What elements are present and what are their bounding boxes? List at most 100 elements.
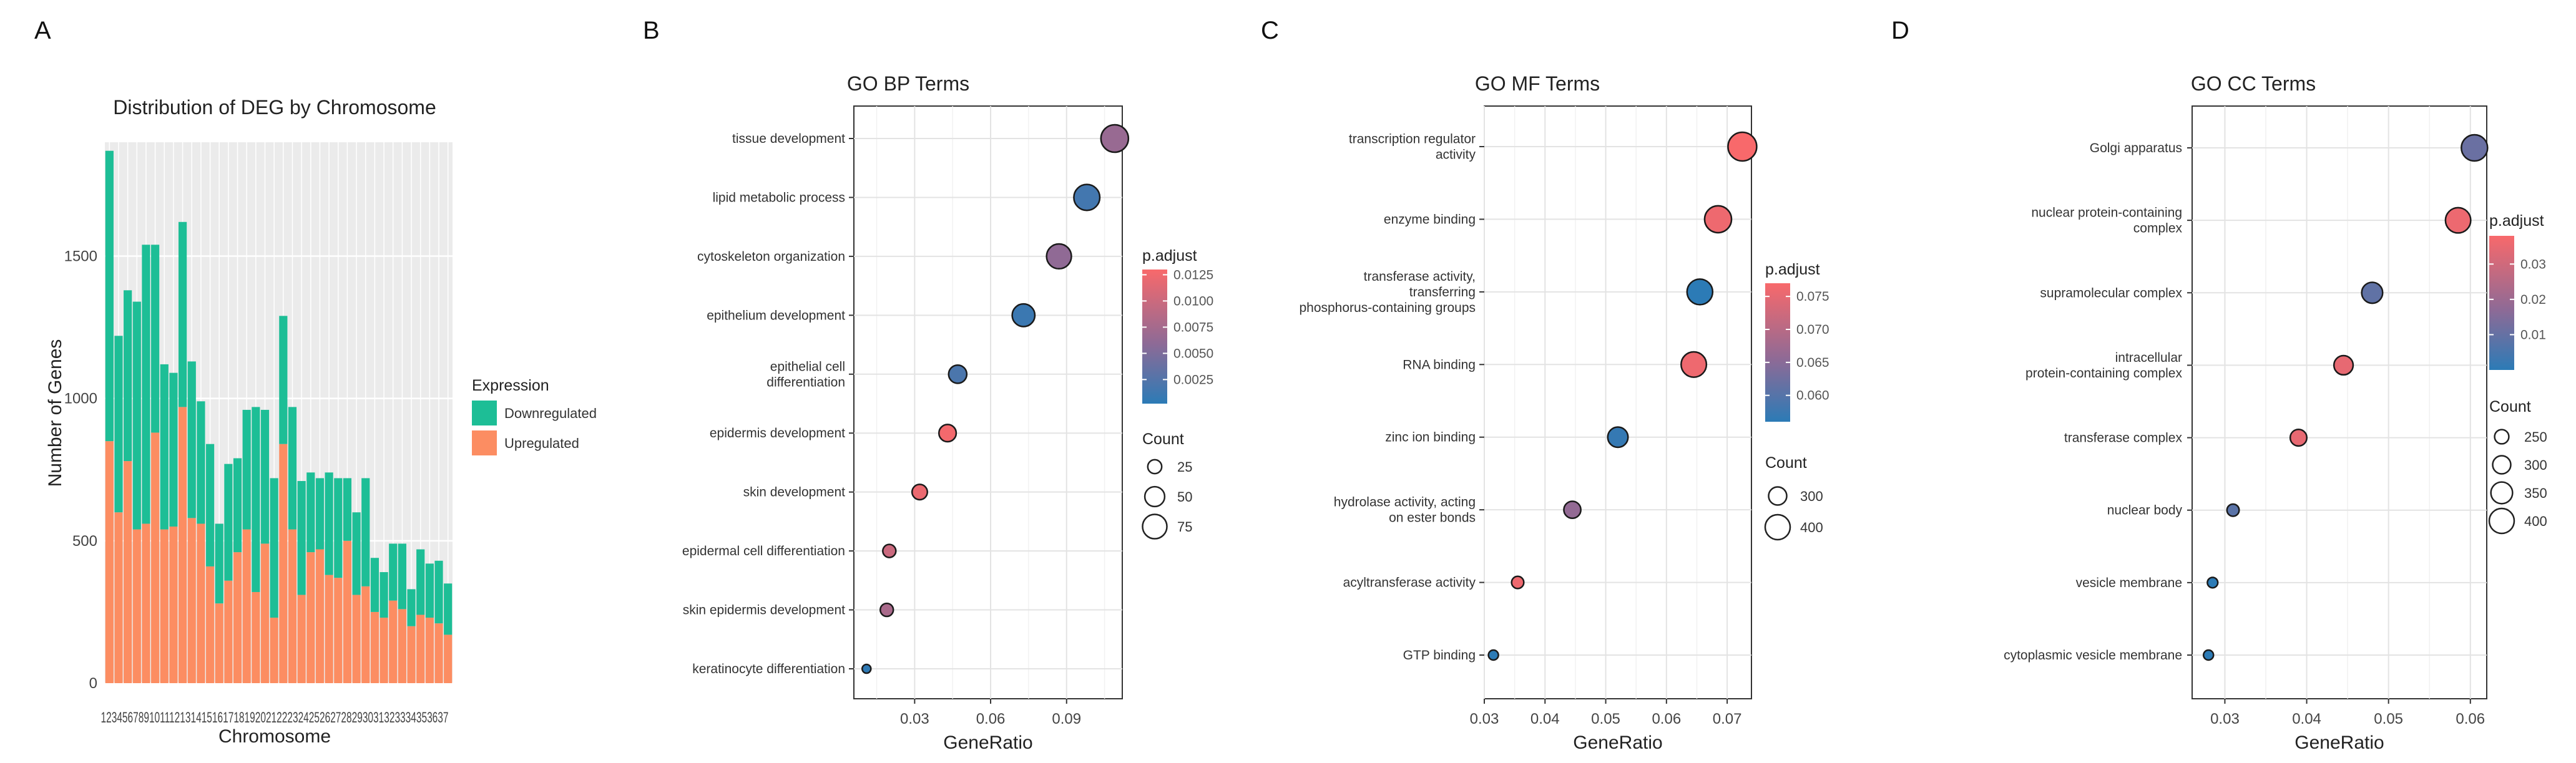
dot-skin-development (911, 484, 928, 501)
panel-a-y-tick-1500: 1500 (64, 248, 97, 265)
y-label-acyltransferase-activity: acyltransferase activity (1343, 576, 1476, 590)
panel-c-size-label-1: 400 (1800, 520, 1823, 535)
y-label-rna-binding: RNA binding (1403, 357, 1476, 372)
y-label-cytoskeleton-organization: cytoskeleton organization (697, 250, 845, 264)
panel-b-dots (861, 124, 1130, 674)
bar-down-chr8 (169, 372, 178, 527)
dot-epidermis-development (938, 424, 957, 443)
panel-d-color-legend: p.adjust 0.01 0.02 0.03 (2489, 212, 2546, 370)
bar-up-chr16 (242, 529, 251, 683)
bar-up-chr37 (434, 623, 443, 683)
panel-c-plot-frame (1484, 105, 1752, 699)
panel-c-x-tick-3: 0.06 (1652, 711, 1681, 727)
dot-skin-epidermis-development (879, 602, 894, 618)
y-label-transferase-complex: transferase complex (2064, 431, 2183, 445)
panel-d-dots (2202, 134, 2489, 661)
dot-cytoplasmic-vesicle-membrane (2202, 649, 2215, 661)
panel-b-size-label-2: 75 (1177, 519, 1192, 535)
bar-up-chr36 (425, 618, 434, 683)
dot-transferase-complex (2289, 429, 2308, 447)
bar-down-chr33 (398, 543, 406, 610)
bar-down-chr24 (315, 478, 325, 550)
bar-up-chr13 (215, 603, 223, 683)
panel-d-colorbar-tick-2: 0.03 (2520, 257, 2546, 271)
bar-down-chr15 (233, 458, 242, 553)
bar-down-chr18 (260, 409, 270, 544)
bar-up-chr30 (370, 611, 380, 683)
panel-b-colorbar (1142, 270, 1167, 404)
bar-down-chr11 (197, 401, 205, 524)
y-label-supramolecular-complex: supramolecular complex (2040, 286, 2182, 300)
dot-nuclear-protein-containing-complex (2444, 207, 2472, 234)
panel-c-color-legend-title: p.adjust (1765, 261, 1820, 278)
bar-up-chr23 (306, 552, 315, 683)
panel-c-size-legend-title: Count (1765, 454, 1807, 472)
dot-epithelial-cell-differentiation (948, 364, 968, 384)
panel-b-colorbar-tick-1: 0.0050 (1173, 346, 1213, 361)
panel-d-colorbar-ticks: 0.01 0.02 0.03 (2489, 257, 2546, 342)
panel-c-colorbar-tick-1: 0.065 (1796, 356, 1829, 370)
bar-up-chr3 (124, 461, 132, 683)
bar-down-chr38 (444, 583, 453, 635)
panel-c-x-tick-2: 0.05 (1591, 711, 1620, 727)
panel-d-size-legend-items: 250 300 350 400 (2488, 429, 2547, 535)
y-label-enzyme-binding: enzyme binding (1384, 212, 1476, 226)
y-label-skin-epidermis-development: skin epidermis development (683, 603, 845, 618)
panel-c-colorbar (1765, 283, 1790, 422)
panel-d-colorbar (2489, 236, 2514, 370)
bar-up-chr7 (160, 529, 169, 683)
bar-up-chr15 (233, 552, 242, 683)
dot-nuclear-body (2226, 503, 2240, 517)
dot-gtp-binding (1487, 649, 1499, 661)
bar-up-chr1 (105, 441, 114, 683)
bar-down-chr6 (151, 245, 160, 433)
panel-b-colorbar-tick-3: 0.0100 (1173, 294, 1213, 308)
dot-hydrolase-activity-acting-on-ester-bonds (1563, 500, 1582, 520)
panel-c-x-tick-1: 0.04 (1530, 711, 1560, 727)
y-label-epidermis-development: epidermis development (710, 426, 845, 440)
panel-d-size-key-2 (2490, 481, 2514, 505)
bar-up-chr25 (325, 575, 333, 683)
panel-b-colorbar-tick-4: 0.0125 (1173, 268, 1213, 282)
panel-a-label: A (34, 17, 51, 44)
panel-b-colorbar-ticks: 0.0025 0.0050 0.0075 0.0100 0.0125 (1142, 268, 1213, 387)
panel-c-size-label-0: 300 (1800, 488, 1823, 504)
y-label-vesicle-membrane: vesicle membrane (2076, 576, 2182, 590)
panel-a-y-tick-500: 500 (72, 533, 97, 550)
panel-d-x-tick-1: 0.04 (2292, 711, 2321, 727)
panel-b-size-key-2 (1142, 513, 1168, 540)
panel-d-size-key-0 (2494, 429, 2510, 445)
y-label-epidermal-cell-differentiation: epidermal cell differentiation (682, 544, 845, 558)
y-label-cytoplasmic-vesicle-membrane: cytoplasmic vesicle membrane (2004, 648, 2182, 663)
bar-up-chr21 (288, 529, 297, 683)
panel-c-y-labels: transcription regulator activity enzyme bi… (1299, 132, 1484, 663)
dot-epithelium-development (1011, 303, 1036, 328)
panel-a-y-tick-1000: 1000 (64, 391, 97, 407)
panel-b-x-tick-2: 0.09 (1052, 711, 1081, 727)
panel-c-x-tick-4: 0.07 (1713, 711, 1742, 727)
bar-down-chr7 (160, 364, 169, 530)
bar-up-chr27 (343, 540, 352, 683)
panel-b-dot-plot: B GO BP Terms tissue development lipid me… (643, 17, 1213, 753)
panel-b-colorbar-tick-0: 0.0025 (1173, 372, 1213, 387)
panel-a-y-axis-title: Number of Genes (45, 339, 66, 487)
bar-down-chr25 (325, 472, 333, 575)
bar-up-chr33 (398, 609, 406, 683)
bar-down-chr23 (306, 472, 315, 553)
panel-c-size-key-1 (1764, 513, 1791, 541)
panel-a-title: Distribution of DEG by Chromosome (113, 96, 436, 119)
bar-up-chr17 (252, 591, 260, 683)
bar-up-chr4 (132, 529, 141, 683)
dot-epidermal-cell-differentiation (882, 543, 897, 558)
panel-b-size-label-1: 50 (1177, 489, 1192, 505)
panel-c-size-legend: Count 300 400 (1764, 454, 1823, 541)
panel-d-size-key-1 (2492, 455, 2512, 475)
panel-b-x-axis-title: GeneRatio (943, 732, 1032, 753)
panel-b-x-tick-1: 0.06 (976, 711, 1006, 727)
panel-c-size-key-0 (1768, 486, 1788, 506)
dot-intracellular-protein-containing-complex (2333, 354, 2354, 376)
dot-zinc-ion-binding (1607, 426, 1629, 449)
bar-down-chr26 (334, 478, 343, 578)
bar-up-chr35 (416, 615, 425, 683)
dot-vesicle-membrane (2206, 576, 2219, 589)
